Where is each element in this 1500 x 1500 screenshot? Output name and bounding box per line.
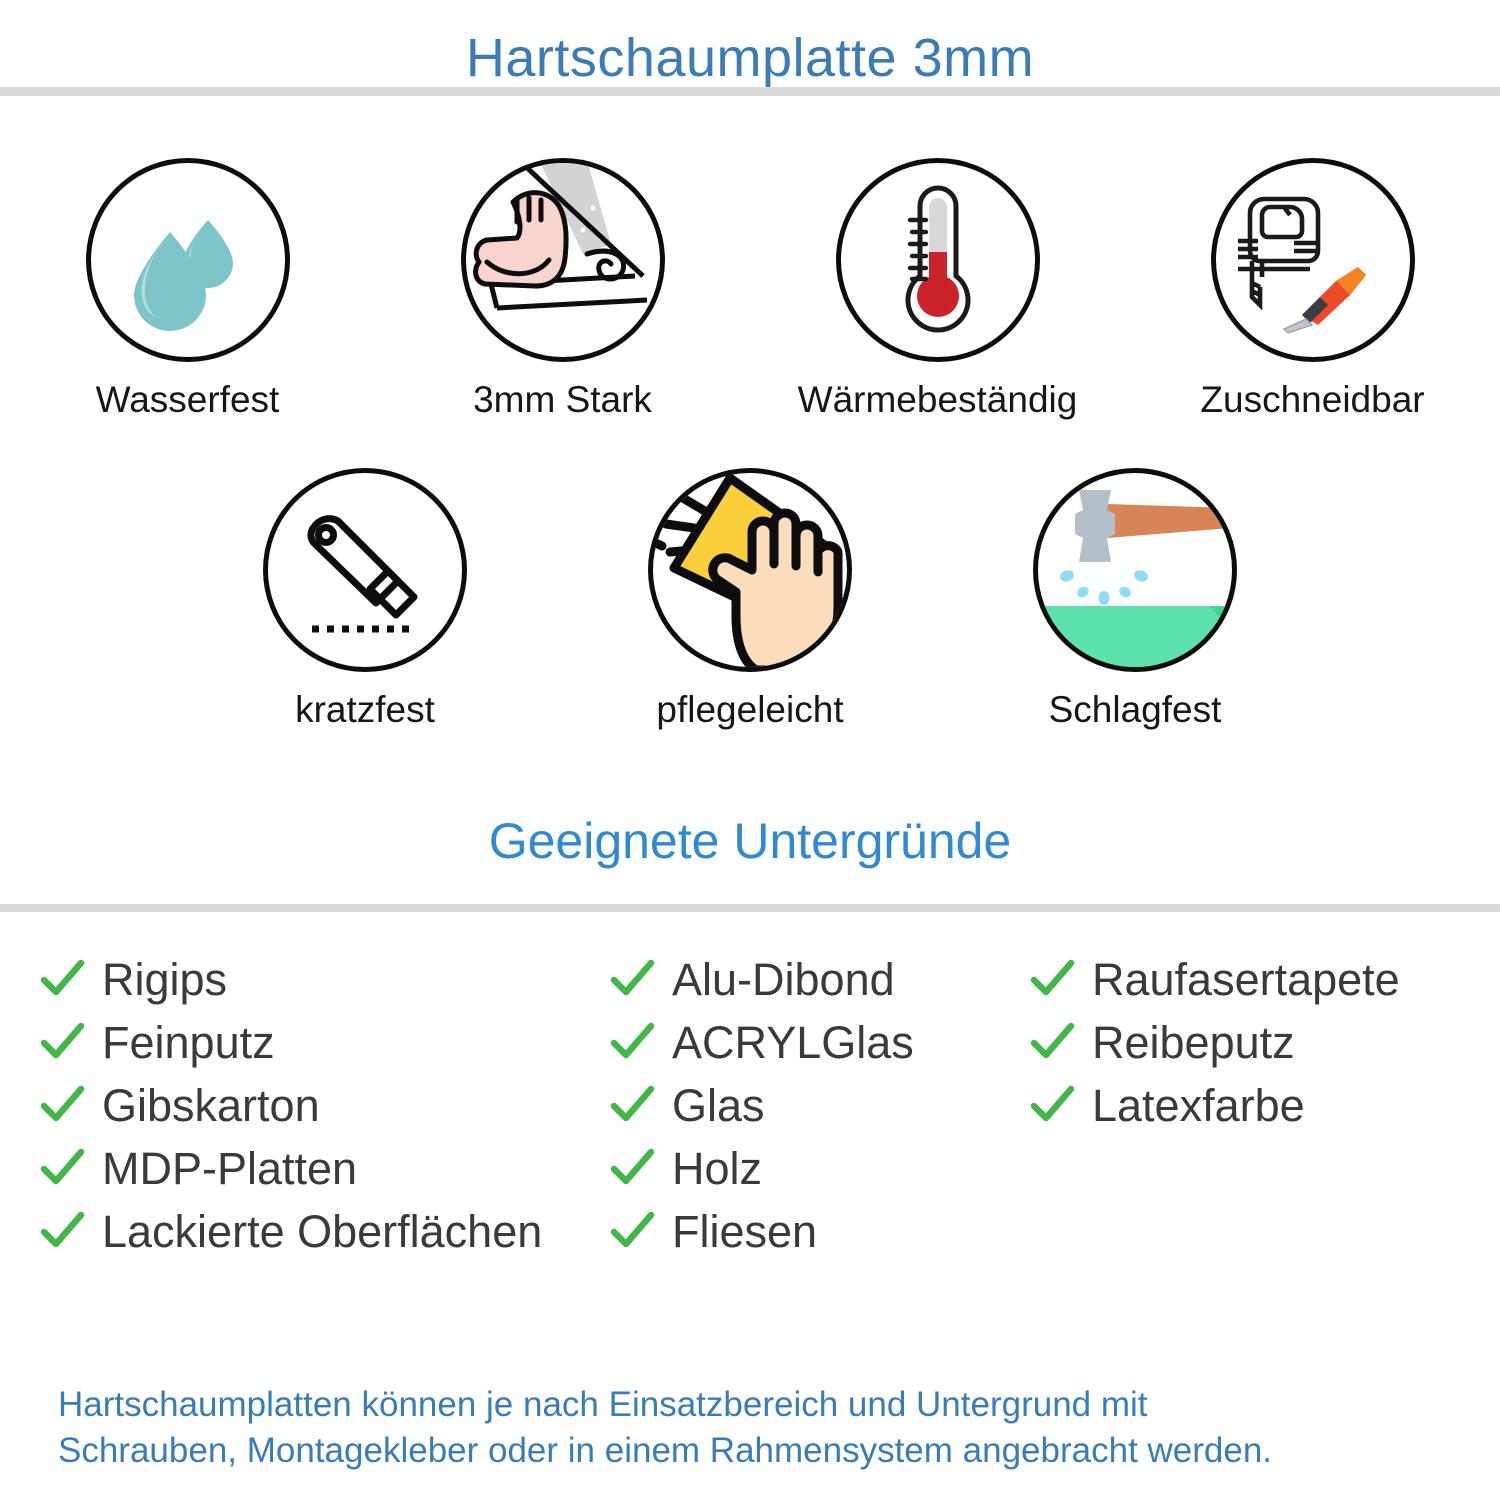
jigsaw-cutter-icon [1228, 175, 1398, 345]
check-icon [38, 1144, 86, 1192]
feature-label: Schlagfest [1048, 689, 1222, 731]
check-icon [1028, 955, 1076, 1003]
list-item: Raufasertapete [1028, 948, 1462, 1011]
feature-icon-circle [1033, 468, 1237, 673]
list-item: ACRYLGlas [608, 1011, 1028, 1074]
list-item: Fliesen [608, 1200, 1028, 1263]
check-icon [38, 1207, 86, 1255]
list-item-label: Alu-Dibond [672, 953, 895, 1005]
substrates-title: Geeignete Untergründe [488, 813, 1012, 870]
list-item: Lackierte Oberflächen [38, 1200, 608, 1263]
feature-label: 3mm Stark [473, 378, 652, 420]
page-header: Hartschaumplatte 3mm [0, 0, 1500, 87]
feature-wasserfest: Wasserfest [0, 157, 375, 421]
feature-label: kratzfest [295, 689, 435, 731]
list-item: Reibeputz [1028, 1011, 1462, 1074]
feature-icon-circle [1210, 157, 1415, 362]
substrates-header: Geeignete Untergründe [0, 815, 1500, 868]
substrate-column-2: Alu-Dibond ACRYLGlas Glas Holz Fliesen [608, 948, 1028, 1263]
feature-zuschneidbar: Zuschneidbar [1125, 157, 1500, 421]
feature-icon-circle [85, 157, 290, 362]
check-icon [608, 1018, 656, 1066]
page-title: Hartschaumplatte 3mm [465, 28, 1035, 88]
list-item-label: Rigips [102, 953, 228, 1005]
check-icon [38, 1081, 86, 1129]
feature-label: Zuschneidbar [1200, 378, 1425, 420]
feature-icon-circle [648, 468, 852, 673]
list-item-label: ACRYLGlas [672, 1016, 914, 1068]
feature-icon-circle [460, 157, 665, 362]
feature-3mm-stark: 3mm Stark [375, 157, 750, 421]
list-item-label: Feinputz [102, 1016, 275, 1068]
list-item: Alu-Dibond [608, 948, 1028, 1011]
check-icon [1028, 1081, 1076, 1129]
list-item-label: Reibeputz [1092, 1016, 1295, 1068]
feature-schlagfest: Schlagfest [943, 468, 1328, 731]
feature-grid: Wasserfest [0, 96, 1500, 731]
feature-icon-circle [263, 468, 467, 673]
feature-label: pflegeleicht [656, 689, 844, 731]
list-item-label: MDP-Platten [102, 1142, 358, 1194]
list-item: Glas [608, 1074, 1028, 1137]
substrate-column-1: Rigips Feinputz Gibskarton MDP-Platten L… [0, 948, 608, 1263]
footer-note: Hartschaumplatten können je nach Einsatz… [58, 1382, 1460, 1474]
footer-line-1: Hartschaumplatten können je nach Einsatz… [58, 1384, 1148, 1424]
water-drops-icon [113, 185, 263, 335]
list-item: Gibskarton [38, 1074, 608, 1137]
list-item: Holz [608, 1137, 1028, 1200]
check-icon [608, 955, 656, 1003]
feature-row-1: Wasserfest [0, 157, 1500, 421]
substrates-columns: Rigips Feinputz Gibskarton MDP-Platten L… [0, 912, 1500, 1263]
list-item-label: Holz [672, 1142, 763, 1194]
substrate-column-3: Raufasertapete Reibeputz Latexfarbe [1028, 948, 1462, 1263]
feature-icon-circle [835, 157, 1040, 362]
divider-top [0, 86, 1500, 96]
footer-line-2: Schrauben, Montagekleber oder in einem R… [58, 1430, 1273, 1470]
hammer-impact-icon [1038, 473, 1232, 668]
thermometer-icon [878, 184, 998, 336]
hand-cloth-icon [653, 473, 847, 668]
feature-pflegeleicht: pflegeleicht [558, 468, 943, 731]
check-icon [38, 955, 86, 1003]
list-item-label: Lackierte Oberflächen [102, 1205, 543, 1257]
list-item: Feinputz [38, 1011, 608, 1074]
list-item: MDP-Platten [38, 1137, 608, 1200]
cutter-knife-icon [280, 485, 450, 655]
check-icon [608, 1081, 656, 1129]
divider-substrates [0, 903, 1500, 912]
check-icon [608, 1207, 656, 1255]
check-icon [38, 1018, 86, 1066]
check-icon [1028, 1018, 1076, 1066]
list-item-label: Raufasertapete [1092, 953, 1400, 1005]
list-item: Latexfarbe [1028, 1074, 1462, 1137]
list-item-label: Gibskarton [102, 1079, 320, 1131]
list-item: Rigips [38, 948, 608, 1011]
flexed-muscle-icon [466, 162, 660, 357]
list-item-label: Fliesen [672, 1205, 818, 1257]
feature-row-2: kratzfest [0, 468, 1500, 731]
feature-label: Wasserfest [95, 378, 280, 420]
list-item-label: Latexfarbe [1092, 1079, 1305, 1131]
feature-kratzfest: kratzfest [173, 468, 558, 731]
check-icon [608, 1144, 656, 1192]
feature-label: Wärmebeständig [797, 378, 1078, 420]
list-item-label: Glas [672, 1079, 765, 1131]
feature-waermebestaendig: Wärmebeständig [750, 157, 1125, 421]
